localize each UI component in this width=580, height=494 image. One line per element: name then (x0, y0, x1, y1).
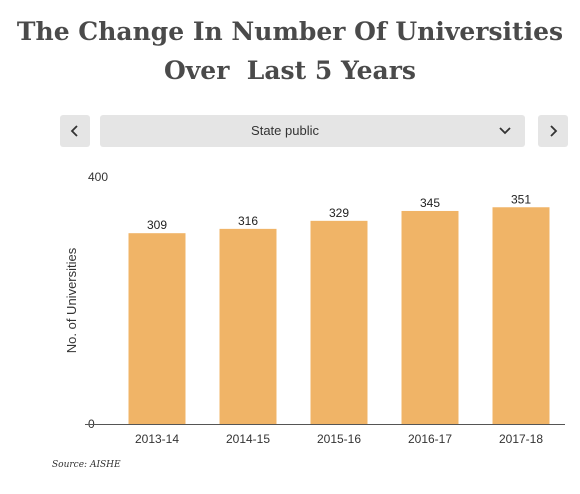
bar (401, 210, 459, 424)
x-tick-label: 2013-14 (135, 432, 179, 446)
chevron-down-icon (499, 127, 511, 135)
y-tick-label: 400 (88, 170, 108, 184)
bar (128, 233, 186, 424)
dropdown-selected-value: State public (251, 123, 319, 138)
chevron-right-icon (550, 125, 558, 137)
data-label: 329 (329, 206, 349, 220)
category-dropdown[interactable]: State public (100, 115, 525, 147)
data-label: 316 (238, 214, 258, 228)
bar (492, 207, 550, 424)
next-button[interactable] (538, 115, 568, 147)
chart-title-line-1: The Change In Number Of Universities (16, 17, 564, 46)
data-label: 309 (147, 218, 167, 232)
x-tick-label: 2017-18 (499, 432, 543, 446)
x-tick-label: 2015-16 (317, 432, 361, 446)
bar (310, 220, 368, 424)
data-label: 351 (511, 192, 531, 206)
data-label: 345 (420, 196, 440, 210)
chevron-left-icon (70, 125, 78, 137)
bar (219, 228, 277, 424)
source-note: Source: AISHE (52, 460, 121, 470)
chart-title: The Change In Number Of Universities Ove… (0, 12, 580, 90)
y-axis-title: No. of Universities (64, 247, 79, 353)
bar-chart: 0400No. of Universities3092013-143162014… (64, 170, 565, 446)
x-tick-label: 2014-15 (226, 432, 270, 446)
x-tick-label: 2016-17 (408, 432, 452, 446)
chart-title-line-2: Over Last 5 Years (163, 56, 416, 85)
previous-button[interactable] (60, 115, 90, 147)
